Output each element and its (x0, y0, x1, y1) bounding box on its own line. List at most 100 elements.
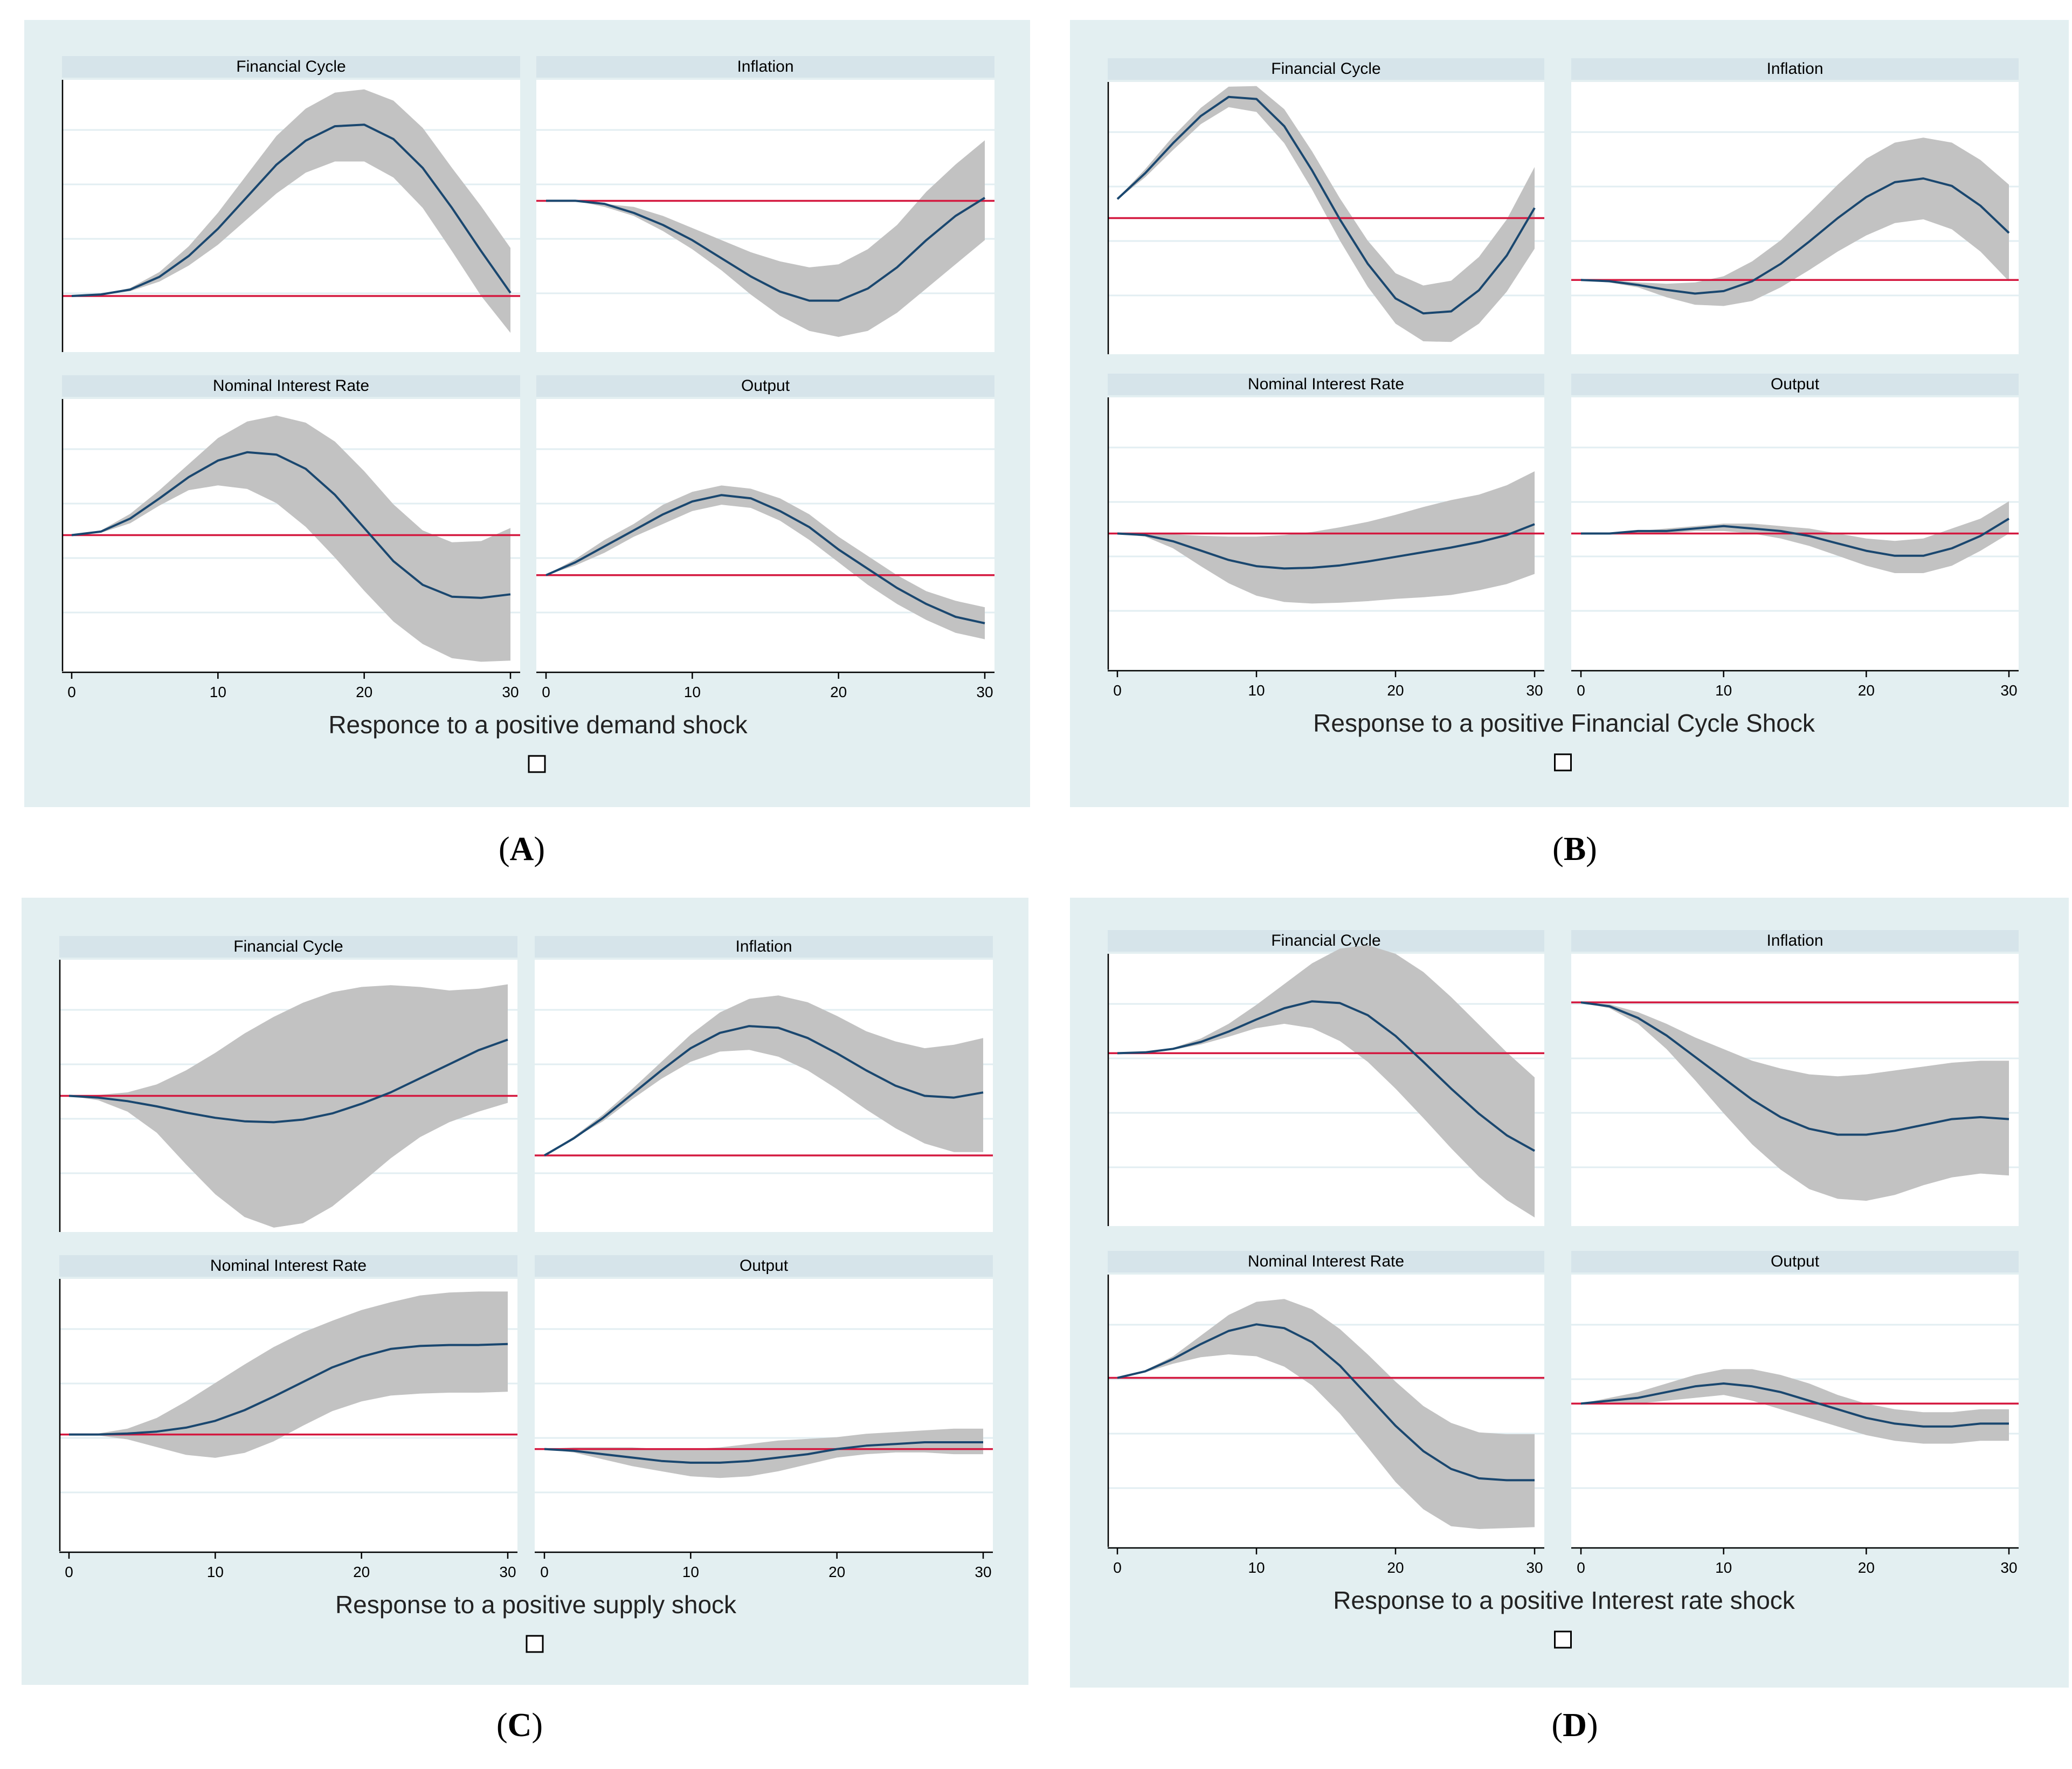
subplot-header (1571, 930, 2019, 952)
subplot-title: Output (1771, 1252, 1820, 1270)
subplot-title: Financial Cycle (233, 938, 343, 955)
caption-letter: B (1564, 831, 1586, 868)
subplot-header (536, 56, 994, 78)
x-tick-label: 10 (1715, 1559, 1732, 1576)
caption-close-paren: ) (1586, 831, 1597, 868)
x-tick-label: 10 (1248, 682, 1265, 699)
x-tick-label: 10 (207, 1564, 224, 1580)
x-tick-label: 30 (976, 684, 993, 700)
x-tick-label: 0 (1577, 682, 1585, 699)
response-line (1580, 1001, 2009, 1136)
subplot-title: Output (740, 1257, 789, 1275)
confidence-band (72, 89, 510, 333)
caption-letter: C (508, 1707, 532, 1744)
plot-area (536, 399, 994, 671)
x-tick-label: 20 (356, 684, 372, 700)
response-line (1117, 1000, 1535, 1152)
caption-letter: A (510, 831, 534, 868)
response-line (546, 197, 986, 302)
subplot-header (1108, 930, 1544, 952)
legend-box (1554, 753, 1572, 772)
response-line (1581, 518, 2010, 557)
x-tick-label: 20 (1858, 1559, 1875, 1576)
subplot-header (1108, 1251, 1544, 1272)
x-tick-label: 0 (540, 1564, 549, 1580)
x-tick-label: 30 (1526, 682, 1543, 699)
panel-caption-d: (D) (1551, 1707, 1598, 1744)
subplot-header (59, 936, 517, 958)
response-line (1117, 523, 1535, 570)
x-tick-label: 30 (499, 1564, 516, 1580)
subplot-output: Output 0 10 20 30 (536, 375, 994, 700)
confidence-band (544, 995, 983, 1155)
x-tick-label: 30 (2000, 1559, 2017, 1576)
subplot-header (535, 936, 993, 958)
x-tick-label: 30 (975, 1564, 991, 1580)
subplot-financial-cycle: Financial Cycle (59, 936, 517, 1232)
x-tick-label: 10 (210, 684, 226, 700)
response-line (71, 451, 511, 599)
legend-box (528, 755, 546, 773)
subplot-title: Inflation (1766, 60, 1823, 78)
panel-title: Responce to a positive demand shock (328, 711, 748, 739)
subplot-header (536, 375, 994, 397)
panel-c: Financial Cycle Inflation Nominal Interest… (22, 898, 1028, 1685)
response-line (69, 1343, 508, 1436)
confidence-band (1117, 86, 1535, 342)
confidence-band (69, 984, 508, 1228)
confidence-band (1581, 137, 2009, 306)
x-tick-label: 10 (1248, 1559, 1265, 1576)
subplot-header (1108, 374, 1544, 395)
subplot-title: Financial Cycle (1271, 60, 1380, 78)
panel-b: Financial Cycle Inflation Nominal Interest… (1070, 20, 2069, 807)
subplot-header (62, 375, 520, 397)
caption-open-paren: ( (1552, 831, 1564, 868)
caption-close-paren: ) (1587, 1707, 1598, 1744)
caption-open-paren: ( (499, 831, 510, 868)
subplot-title: Output (741, 377, 790, 395)
subplot-output: Output 0 10 20 30 (1571, 374, 2019, 699)
subplot-title: Nominal Interest Rate (210, 1257, 367, 1275)
subplot-inflation: Inflation (535, 936, 993, 1232)
legend-box (1554, 1630, 1572, 1649)
subplot-title: Nominal Interest Rate (1248, 1252, 1404, 1270)
caption-open-paren: ( (1551, 1707, 1563, 1744)
subplot-financial-cycle: Financial Cycle (1107, 930, 1544, 1226)
x-tick-label: 0 (1577, 1559, 1585, 1576)
panel-title: Response to a positive supply shock (335, 1591, 737, 1619)
panel-a: Financial Cycle Inflation Nominal Interest… (24, 20, 1030, 807)
x-tick-label: 20 (830, 684, 847, 700)
subplot-header (535, 1255, 993, 1277)
confidence-band (1117, 1299, 1535, 1529)
x-tick-label: 10 (684, 684, 701, 700)
subplot-nominal-interest-rate: Nominal Interest Rate 0 10 20 30 (1107, 1251, 1544, 1576)
x-tick-label: 0 (65, 1564, 73, 1580)
confidence-band (72, 415, 510, 662)
x-tick-label: 0 (1113, 682, 1122, 699)
subplot-title: Nominal Interest Rate (213, 377, 369, 395)
subplot-title: Nominal Interest Rate (1248, 375, 1404, 393)
subplot-nominal-interest-rate: Nominal Interest Rate 0 10 20 30 (61, 375, 520, 700)
confidence-band (1117, 471, 1535, 604)
x-tick-label: 0 (67, 684, 76, 700)
panel-caption-a: (A) (499, 831, 545, 868)
subplot-financial-cycle: Financial Cycle (1107, 58, 1544, 354)
subplot-header (62, 56, 520, 78)
caption-close-paren: ) (534, 831, 545, 868)
subplot-title: Financial Cycle (236, 58, 346, 75)
subplot-nominal-interest-rate: Nominal Interest Rate 0 10 20 30 (1107, 374, 1544, 699)
x-tick-label: 20 (1387, 682, 1404, 699)
x-tick-label: 20 (828, 1564, 845, 1580)
legend-box (526, 1635, 544, 1653)
subplot-header (1571, 374, 2019, 395)
caption-letter: D (1563, 1707, 1587, 1744)
response-line (68, 1038, 508, 1124)
x-tick-label: 0 (542, 684, 550, 700)
subplot-title: Inflation (1766, 932, 1823, 949)
panel-title: Response to a positive Financial Cycle S… (1313, 709, 1815, 737)
x-tick-label: 30 (1526, 1559, 1543, 1576)
subplot-inflation: Inflation (1571, 930, 2019, 1226)
panel-d: Financial Cycle Inflation Nominal Interest… (1070, 898, 2069, 1688)
